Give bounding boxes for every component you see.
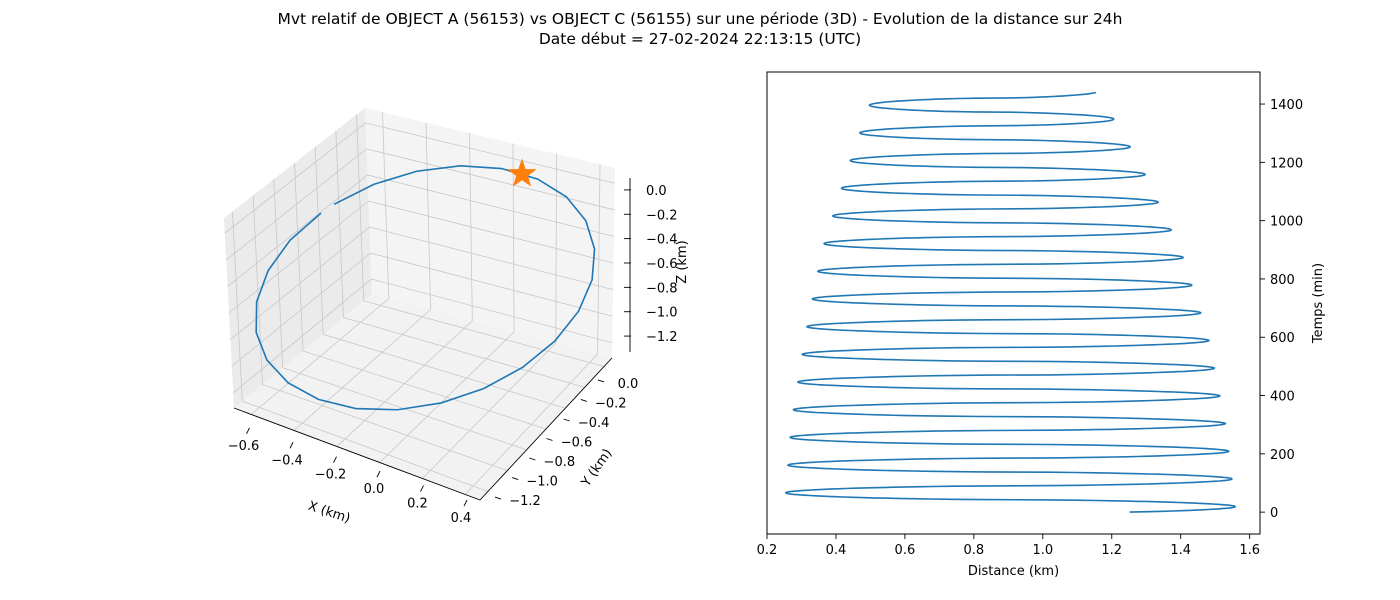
x-grid-line [336,133,473,447]
x-tick-mark [463,499,468,507]
x-tick-mark [333,456,337,463]
y-tick-mark [563,418,570,422]
x-tick-label: 1.4 [1170,543,1191,558]
z-axis-label: Z (km) [675,240,690,283]
y-tick-label: −0.8 [544,455,576,470]
y-axis-line [479,357,613,501]
z-grid-line [232,278,613,394]
z-grid-line [230,226,614,340]
z-grid-line [228,200,614,314]
x-tick-mark [246,427,250,435]
z-grid-line [224,122,615,234]
z-grid-line [227,174,615,287]
x-axis-label: X (km) [306,499,352,527]
y-axis-label: Y (km) [578,446,615,490]
x-tick-label: −0.6 [228,439,260,454]
y-tick-label: −0.4 [578,416,610,431]
y-grid-line [232,211,489,492]
z-tick-label: −0.2 [646,208,678,223]
y-tick-label: 0.0 [618,377,639,392]
y-grid-line [252,195,508,472]
plot-frame [766,71,1261,535]
z-tick-label: −1.2 [646,330,678,345]
trajectory-line [255,165,596,411]
y-tick-label: 800 [1270,273,1295,288]
origin-star-marker [507,158,537,187]
y-grid-line [294,162,547,430]
x-grid-line [293,122,431,431]
y-tick-label: 400 [1270,390,1295,405]
x-tick-label: 0.2 [407,497,428,512]
x-tick-label: 0.6 [895,543,916,558]
z-grid-line [231,252,613,367]
relative-motion-3d-chart: −0.6 −0.4 −0.2 0.0 0.2 0.4 X (km) 0.0 −0.2 −0.4 −0… [224,108,690,527]
y-tick-label: 600 [1270,331,1295,346]
y-axis-label: Temps (min) [1311,263,1326,344]
x-grid-line [464,164,601,495]
y-tick-mark [494,496,502,500]
x-tick-label: −0.2 [315,468,347,483]
y-grid-line [314,146,566,409]
y-tick-mark [529,457,536,461]
y-tick-label: −1.0 [526,475,558,490]
x-grid-line [379,143,515,463]
z-tick-label: −0.8 [646,281,678,296]
x-tick-label: 0.4 [826,543,847,558]
z-tick-label: −0.4 [646,233,678,248]
y-grid-line [356,114,605,367]
y-tick-label: 1200 [1270,156,1303,171]
y-tick-mark [597,379,605,383]
distance-curve [784,91,1237,513]
y-tick-label: −0.6 [561,436,593,451]
y-tick-label: 1000 [1270,215,1303,230]
x-tick-label: 1.6 [1239,543,1260,558]
floor-pane [234,294,612,500]
y-tick-label: −1.2 [509,494,541,509]
y-tick-mark [546,438,553,441]
y-grid-line [273,179,527,451]
chart-title: Mvt relatif de OBJECT A (56153) vs OBJEC… [277,10,1123,28]
z-tick-label: −1.0 [646,306,678,321]
z-tick-label: 0.0 [646,184,667,199]
x-axis-label: Distance (km) [968,564,1059,579]
x-tick-label: 1.2 [1101,543,1122,558]
x-tick-mark [420,485,424,492]
x-tick-label: 0.8 [964,543,985,558]
x-tick-mark [376,470,381,478]
chart-subtitle: Date début = 27-02-2024 22:13:15 (UTC) [538,30,862,48]
z-grid-line [225,148,615,261]
z-tick-label: −0.6 [646,257,678,272]
x-axis-line [233,407,481,501]
x-grid-line [422,153,557,479]
x-tick-label: 0.4 [451,511,472,526]
y-tick-label: 1400 [1270,98,1303,113]
y-tick-mark [580,399,587,402]
x-tick-label: 1.0 [1032,543,1053,558]
x-tick-label: −0.4 [271,453,303,468]
y-tick-label: 0 [1270,506,1278,521]
y-grid-line [335,130,585,388]
x-tick-mark [289,442,294,449]
y-tick-label: −0.2 [595,396,627,411]
y-tick-label: 200 [1270,448,1295,463]
y-tick-mark [512,477,519,480]
x-grid-line [250,112,390,415]
x-tick-label: 0.2 [757,543,778,558]
x-tick-label: 0.0 [364,482,385,497]
